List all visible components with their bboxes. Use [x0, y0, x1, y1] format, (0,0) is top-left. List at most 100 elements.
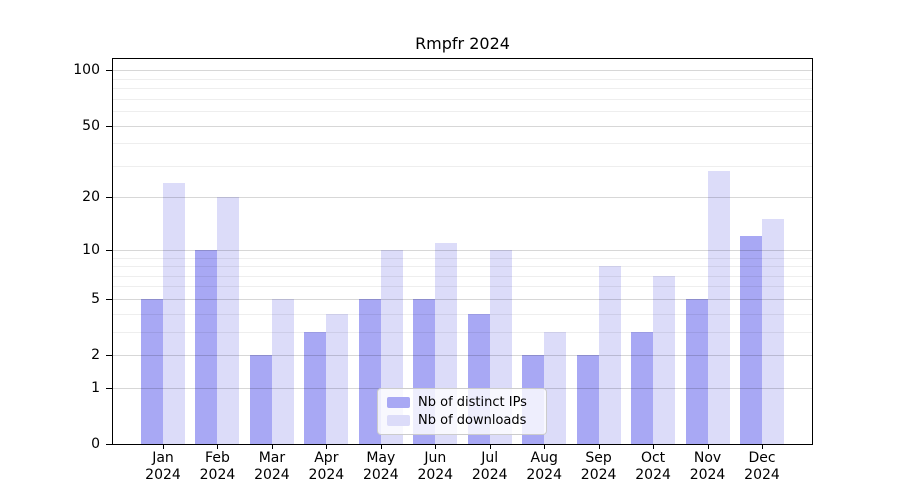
y-tick-mark	[106, 444, 112, 445]
y-tick-label: 5	[91, 290, 100, 307]
x-tick-year: 2024	[580, 466, 617, 483]
x-tick-mark	[217, 444, 219, 449]
bar-ips-jan	[141, 298, 163, 444]
x-tick-mark	[762, 444, 763, 449]
grid-layer	[113, 59, 812, 444]
bar-downloads-feb	[217, 197, 240, 444]
bar-ips-mar	[249, 355, 272, 444]
x-tick-year: 2024	[254, 466, 290, 483]
bar-downloads-aug	[544, 331, 567, 444]
x-tick-year: 2024	[199, 466, 236, 483]
x-tick-label-jan: Jan 2024	[127, 450, 199, 483]
x-tick-label-feb: Feb 2024	[181, 450, 253, 483]
x-tick-label-jun: Jun 2024	[399, 450, 471, 483]
x-tick-label-jul: Jul 2024	[454, 450, 526, 483]
bar-downloads-jan	[163, 183, 185, 444]
x-tick-year: 2024	[471, 466, 508, 483]
y-tick-mark	[106, 355, 112, 357]
bar-ips-feb	[195, 249, 218, 444]
bar-ips-may	[358, 298, 381, 444]
minor-gridline	[113, 88, 812, 90]
x-tick-mark	[326, 444, 328, 449]
y-tick-label: 50	[82, 117, 100, 134]
x-tick-year: 2024	[689, 466, 726, 483]
major-gridline	[113, 125, 812, 127]
bar-ips-oct	[631, 331, 654, 444]
x-tick-month: Oct	[640, 450, 666, 466]
y-tick-mark	[106, 197, 112, 199]
x-tick-label-may: May 2024	[345, 450, 417, 483]
minor-gridline	[113, 78, 812, 80]
y-tick-label: 20	[82, 189, 100, 206]
plot-area: Nb of distinct IPs Nb of downloads	[112, 58, 813, 445]
bar-ips-nov	[685, 298, 708, 444]
minor-gridline	[113, 275, 812, 277]
legend-item: Nb of distinct IPs	[387, 395, 537, 410]
x-tick-mark	[598, 444, 600, 449]
chart-title: Rmpfr 2024	[415, 34, 510, 53]
bar-ips-sep	[576, 355, 599, 444]
bar-ips-apr	[304, 331, 327, 444]
x-tick-year: 2024	[744, 466, 780, 483]
x-tick-month: Mar	[258, 450, 286, 466]
x-tick-mark	[271, 444, 273, 449]
minor-gridline	[113, 286, 812, 288]
x-tick-label-dec: Dec 2024	[726, 450, 798, 483]
x-tick-mark	[489, 444, 491, 449]
legend: Nb of distinct IPs Nb of downloads	[377, 388, 547, 435]
minor-gridline	[113, 266, 812, 268]
legend-item: Nb of downloads	[387, 413, 537, 428]
bar-downloads-nov	[707, 171, 730, 444]
minor-gridline	[113, 331, 812, 333]
minor-gridline	[113, 143, 812, 145]
y-tick-mark	[106, 70, 112, 72]
minor-gridline	[113, 98, 812, 100]
x-tick-label-mar: Mar 2024	[236, 450, 308, 483]
minor-gridline	[113, 165, 812, 167]
major-gridline	[113, 197, 812, 199]
y-tick-mark	[106, 298, 112, 300]
y-tick-label: 100	[73, 62, 100, 79]
y-tick-label: 10	[82, 241, 100, 258]
legend-label: Nb of distinct IPs	[418, 395, 527, 411]
x-tick-month: May	[366, 450, 396, 466]
x-tick-label-sep: Sep 2024	[563, 450, 635, 483]
x-tick-label-nov: Nov 2024	[672, 450, 744, 483]
x-tick-month: Feb	[205, 450, 230, 466]
x-tick-month: Jan	[152, 450, 174, 466]
major-gridline	[113, 298, 812, 300]
x-tick-label-apr: Apr 2024	[290, 450, 362, 483]
x-tick-year: 2024	[417, 466, 454, 483]
x-tick-month: Sep	[585, 450, 612, 466]
x-tick-month: Jul	[481, 450, 499, 466]
bar-downloads-oct	[653, 275, 676, 444]
bar-downloads-mar	[271, 298, 294, 444]
x-tick-month: Aug	[530, 450, 558, 466]
minor-gridline	[113, 111, 812, 113]
y-tick-mark	[106, 387, 112, 389]
minor-gridline	[113, 257, 812, 259]
x-tick-month: Apr	[314, 450, 339, 466]
major-gridline	[113, 355, 812, 357]
legend-label: Nb of downloads	[418, 412, 527, 428]
y-tick-label: 1	[91, 379, 100, 396]
x-tick-label-aug: Aug 2024	[508, 450, 580, 483]
x-tick-year: 2024	[635, 466, 671, 483]
x-tick-mark	[380, 444, 382, 449]
bar-downloads-dec	[762, 219, 784, 444]
x-tick-month: Jun	[424, 450, 447, 466]
major-gridline	[113, 70, 812, 72]
x-tick-month: Dec	[748, 450, 776, 466]
legend-swatch	[387, 397, 410, 409]
x-tick-year: 2024	[362, 466, 399, 483]
x-tick-year: 2024	[526, 466, 562, 483]
y-tick-label: 0	[91, 436, 100, 452]
y-tick-mark	[106, 249, 112, 251]
bar-downloads-sep	[598, 266, 621, 444]
bar-ips-dec	[740, 236, 762, 444]
y-tick-label: 2	[91, 347, 100, 364]
x-tick-year: 2024	[308, 466, 345, 483]
x-tick-label-oct: Oct 2024	[617, 450, 689, 483]
legend-swatch	[387, 414, 410, 426]
